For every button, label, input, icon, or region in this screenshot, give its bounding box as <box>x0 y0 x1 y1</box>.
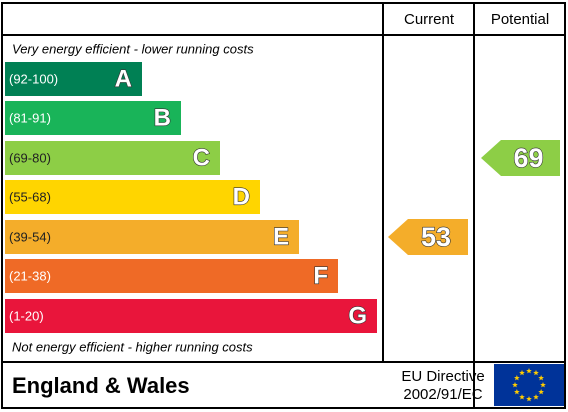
band-letter: E <box>273 223 289 250</box>
bottom-note: Not energy efficient - higher running co… <box>12 339 253 354</box>
directive-code: 2002/91/EC <box>403 386 482 403</box>
band-letter: B <box>154 104 171 131</box>
eu-star <box>519 369 525 376</box>
current-header: Current <box>404 11 455 28</box>
band-range: (92-100) <box>9 71 58 86</box>
band-bar <box>5 101 181 135</box>
band-bar <box>5 299 377 333</box>
potential-arrow <box>481 140 560 176</box>
band-range: (55-68) <box>9 189 51 204</box>
band-letter: C <box>193 144 210 171</box>
eu-star <box>533 394 539 400</box>
band-bar <box>5 259 338 293</box>
band-bar <box>5 180 260 214</box>
band-bar <box>5 62 142 96</box>
band-bar <box>5 220 299 254</box>
region: England & Wales <box>12 373 190 398</box>
eu-star <box>512 382 518 388</box>
eu-star <box>533 369 539 376</box>
band-range: (21-38) <box>9 268 51 283</box>
eu-stars <box>512 368 546 402</box>
eu-star <box>514 375 520 381</box>
directive: EU Directive <box>401 368 484 385</box>
potential-value: 69 <box>513 143 543 173</box>
band-range: (69-80) <box>9 150 51 165</box>
potential-header: Potential <box>491 11 549 28</box>
eu-star <box>540 382 546 388</box>
band-letter: F <box>313 262 328 289</box>
eu-star <box>514 389 520 395</box>
band-letter: A <box>115 65 132 92</box>
band-range: (39-54) <box>9 229 51 244</box>
eu-star <box>538 389 544 395</box>
band-range: (81-91) <box>9 110 51 125</box>
eu-star <box>538 375 544 381</box>
band-bar <box>5 141 220 175</box>
current-arrow <box>388 219 468 255</box>
band-letter: G <box>348 302 367 329</box>
eu-star <box>526 368 532 374</box>
current-value: 53 <box>421 222 451 252</box>
band-letter: D <box>233 183 250 210</box>
band-range: (1-20) <box>9 308 44 323</box>
eu-star <box>526 396 532 402</box>
eu-star <box>519 394 525 400</box>
top-note: Very energy efficient - lower running co… <box>12 41 254 56</box>
